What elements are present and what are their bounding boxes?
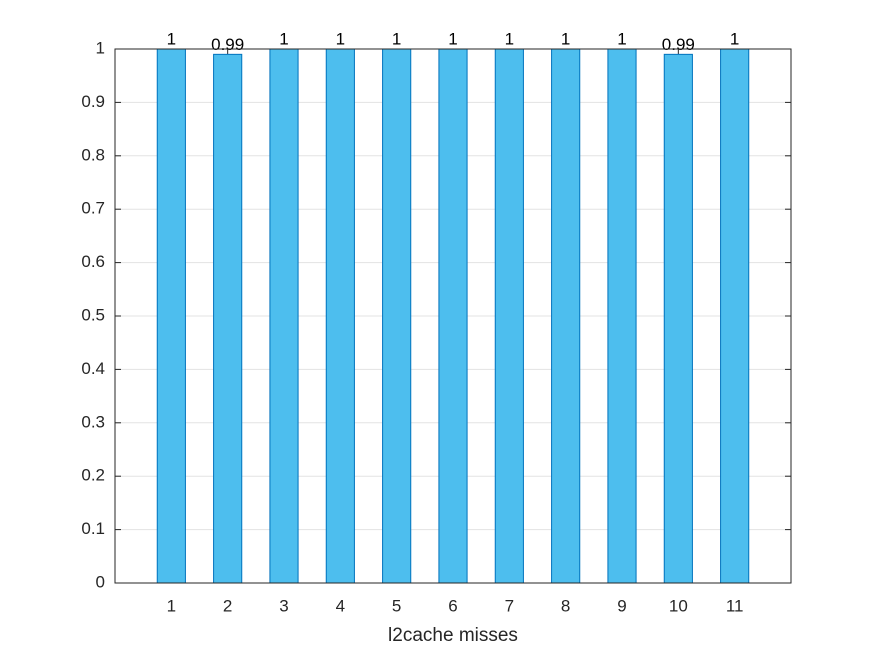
y-tick-label: 0.3 [81,412,105,431]
x-tick-label: 6 [448,596,457,615]
bar [382,48,412,584]
y-tick-label: 1 [96,38,105,57]
data-label: 1 [505,29,514,48]
bar [607,48,637,584]
x-tick-label: 5 [392,596,401,615]
x-tick-label: 7 [505,596,514,615]
x-tick-label: 4 [336,596,345,615]
y-tick-label: 0.2 [81,466,105,485]
x-tick-label: 10 [669,596,688,615]
data-label: 1 [279,29,288,48]
bar [325,48,355,584]
x-tick-label: 9 [617,596,626,615]
bar [551,48,581,584]
y-tick-label: 0 [96,572,105,591]
data-label: 1 [336,29,345,48]
data-label: 0.99 [662,35,695,54]
data-label: 1 [561,29,570,48]
y-tick-label: 0.7 [81,199,105,218]
x-tick-label: 11 [726,596,744,615]
y-tick-label: 0.9 [81,92,105,111]
data-label: 1 [448,29,457,48]
y-tick-label: 0.6 [81,252,105,271]
y-tick-label: 0.4 [81,359,105,378]
bar [269,48,299,584]
y-tick-label: 0.1 [81,519,105,538]
bar [438,48,468,584]
bar [213,53,243,584]
data-label: 1 [617,29,626,48]
bar [720,48,750,584]
data-label: 0.99 [211,35,244,54]
bar [156,48,186,584]
data-label: 1 [730,29,739,48]
x-tick-label: 3 [279,596,288,615]
bar [494,48,524,584]
x-tick-label: 8 [561,596,570,615]
bar [663,53,693,584]
y-tick-label: 0.8 [81,145,105,164]
x-tick-label: 2 [223,596,232,615]
data-label: 1 [167,29,176,48]
x-axis-label: l2cache misses [388,625,518,646]
x-tick-label: 1 [167,596,176,615]
data-label: 1 [392,29,401,48]
y-tick-label: 0.5 [81,305,105,324]
plot-frame [114,48,792,584]
